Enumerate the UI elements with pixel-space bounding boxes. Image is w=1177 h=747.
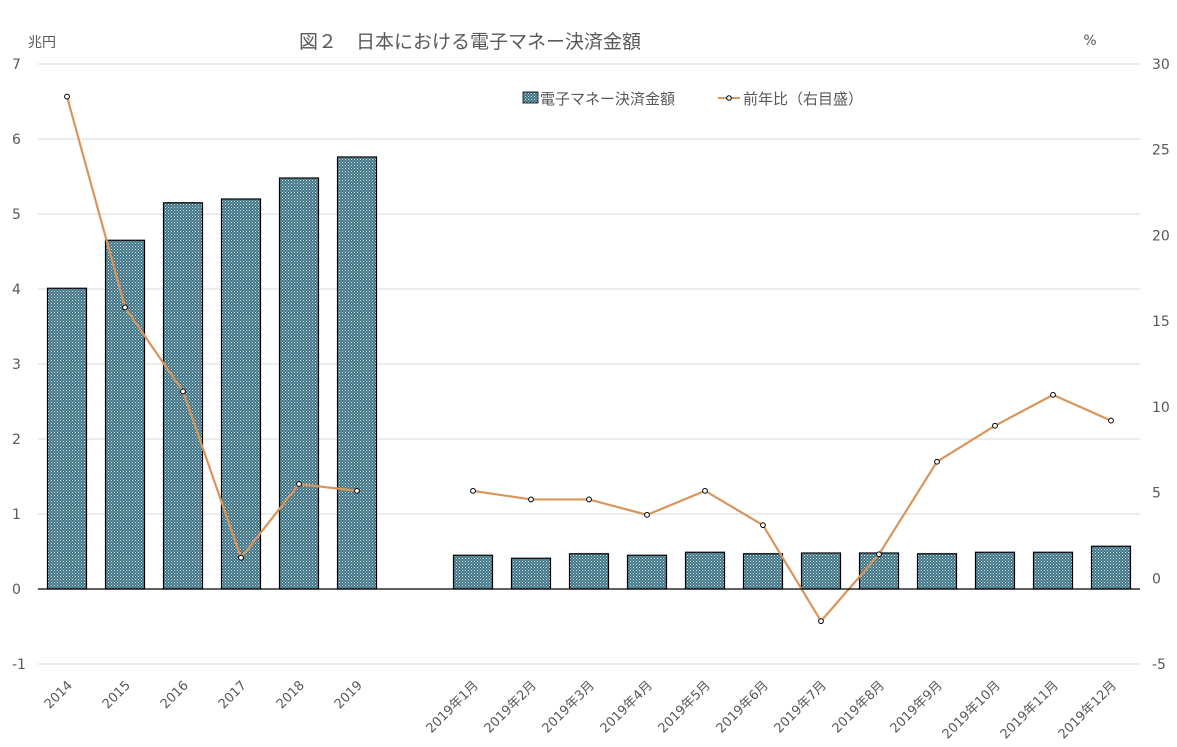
bar: [1032, 551, 1074, 590]
bar: [742, 553, 784, 590]
x-axis-label: 2019年4月: [598, 678, 656, 736]
bar: [858, 552, 900, 590]
x-axis-label: 2019年7月: [772, 678, 830, 736]
left-axis-tick: 1: [12, 507, 21, 523]
left-axis-unit: 兆円: [28, 35, 56, 51]
x-axis-label: 2019年8月: [830, 678, 888, 736]
x-axis-label: 2019年5月: [656, 678, 714, 736]
left-axis-tick: 6: [12, 132, 21, 148]
x-axis-label: 2019年1月: [424, 678, 482, 736]
bar: [1090, 545, 1132, 590]
bar: [684, 551, 726, 590]
right-axis-tick: 0: [1152, 571, 1161, 587]
line-marker: [818, 618, 824, 625]
line-marker: [122, 304, 128, 311]
x-axis-label: 2014: [42, 678, 76, 712]
bar-series: [46, 156, 1132, 590]
x-axis-label: 2019年10月: [940, 678, 1004, 742]
x-axis-label: 2019年11月: [998, 678, 1062, 742]
bar: [104, 239, 146, 590]
line-path: [65, 96, 358, 560]
left-axis-tick: 5: [12, 207, 21, 223]
legend: 電子マネー決済金額 前年比（右目盛）: [522, 90, 863, 108]
right-axis-tick: 20: [1152, 228, 1170, 244]
x-axis-label: 2015: [100, 678, 134, 712]
line-marker: [586, 496, 592, 503]
x-axis-label: 2019年9月: [888, 678, 946, 736]
line-marker: [1108, 417, 1114, 424]
bar: [626, 554, 668, 590]
line-marker: [238, 554, 244, 561]
x-axis-label: 2017: [216, 678, 250, 712]
right-axis-tick: 30: [1152, 57, 1170, 73]
line-marker: [760, 522, 766, 529]
right-axis-unit: %: [1083, 33, 1096, 49]
line-marker: [64, 93, 70, 100]
line-marker: [876, 551, 882, 558]
line-marker: [992, 422, 998, 429]
bar: [974, 551, 1016, 590]
x-axis-label: 2019年12月: [1056, 678, 1120, 742]
legend-bar-swatch-icon: [522, 91, 539, 104]
x-axis-label: 2016: [158, 678, 192, 712]
x-axis-label: 2018: [274, 678, 308, 712]
bar: [336, 156, 378, 590]
x-axis-label: 2019: [332, 678, 366, 712]
left-axis-tick: 4: [12, 282, 21, 298]
bar: [162, 202, 204, 590]
bar: [568, 553, 610, 590]
line-marker: [702, 487, 708, 494]
line-marker: [296, 481, 302, 487]
chart-title: 図２ 日本における電子マネー決済金額: [299, 31, 641, 53]
line-marker: [354, 487, 360, 494]
line-series: [64, 93, 1114, 625]
line-marker: [528, 496, 534, 503]
bar: [452, 554, 494, 590]
bar: [800, 552, 842, 590]
right-axis-tick: -5: [1152, 657, 1166, 673]
left-axis-tick: 2: [12, 432, 21, 448]
left-axis-tick: 0: [12, 582, 21, 598]
line-marker: [470, 487, 476, 494]
line-marker: [934, 458, 940, 465]
right-axis-tick: 15: [1152, 314, 1170, 330]
bar: [510, 557, 552, 590]
legend-bar-label: 電子マネー決済金額: [540, 90, 675, 108]
line-marker: [180, 388, 186, 395]
left-axis-tick: -1: [12, 657, 26, 673]
right-axis-tick: 25: [1152, 143, 1170, 159]
right-axis-tick: 5: [1152, 486, 1161, 502]
bar: [46, 287, 88, 590]
x-axis-label: 2019年3月: [540, 678, 598, 736]
right-axis-tick: 10: [1152, 400, 1170, 416]
x-axis-label: 2019年6月: [714, 678, 772, 736]
left-axis-tick: 7: [12, 57, 21, 73]
left-axis-tick: 3: [12, 357, 21, 373]
legend-line-marker-icon: [726, 95, 732, 101]
line-marker: [1050, 391, 1056, 398]
x-axis-label: 2019年2月: [482, 678, 540, 736]
legend-line-label: 前年比（右目盛）: [743, 90, 863, 108]
bar: [916, 553, 958, 590]
bar: [278, 177, 320, 590]
line-path: [472, 393, 1112, 624]
line-marker: [644, 511, 650, 518]
bar: [220, 198, 262, 590]
